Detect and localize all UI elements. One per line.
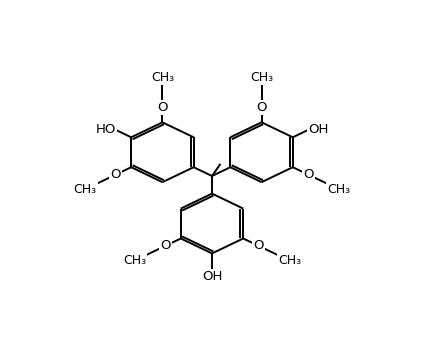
Text: O: O bbox=[257, 101, 267, 114]
Text: O: O bbox=[111, 168, 121, 181]
Text: O: O bbox=[303, 168, 313, 181]
Text: OH: OH bbox=[308, 124, 329, 136]
Text: CH₃: CH₃ bbox=[327, 183, 351, 196]
Text: CH₃: CH₃ bbox=[151, 71, 174, 84]
Text: HO: HO bbox=[95, 124, 116, 136]
Text: CH₃: CH₃ bbox=[73, 183, 97, 196]
Text: CH₃: CH₃ bbox=[250, 71, 273, 84]
Text: OH: OH bbox=[202, 270, 222, 283]
Text: O: O bbox=[160, 239, 170, 252]
Text: CH₃: CH₃ bbox=[123, 254, 146, 267]
Text: O: O bbox=[254, 239, 264, 252]
Text: O: O bbox=[157, 101, 167, 114]
Text: CH₃: CH₃ bbox=[278, 254, 301, 267]
